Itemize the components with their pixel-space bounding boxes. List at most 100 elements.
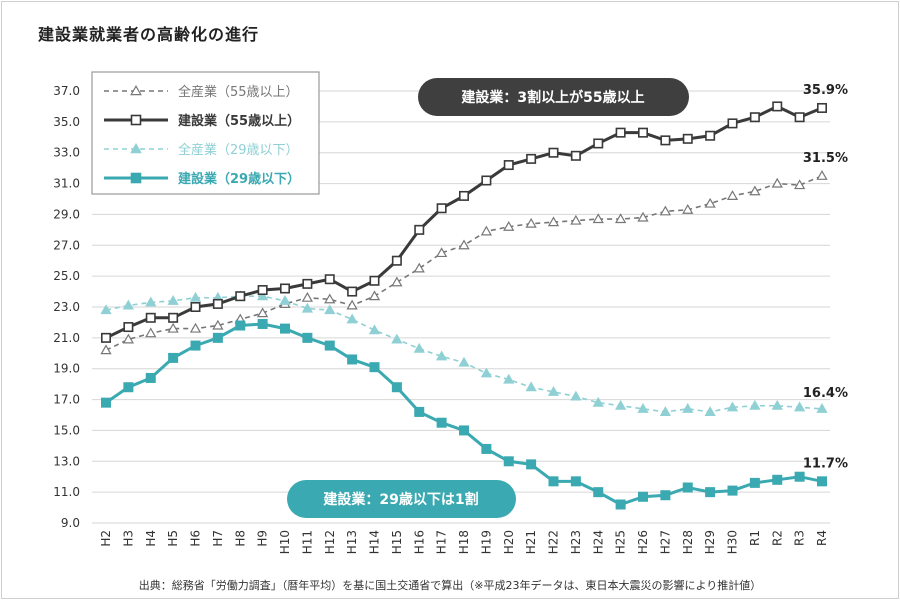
data-point <box>167 322 179 333</box>
data-point <box>749 112 760 123</box>
data-point <box>167 295 179 305</box>
data-point <box>458 425 469 436</box>
legend-marker <box>130 114 142 126</box>
data-point <box>682 482 693 493</box>
data-point <box>414 224 425 235</box>
x-tick-label: H24 <box>591 530 605 554</box>
x-tick-label: H27 <box>658 530 672 554</box>
x-tick-label: H30 <box>726 530 740 554</box>
y-tick-label: 27.0 <box>53 238 80 252</box>
data-point <box>391 382 402 393</box>
data-point <box>189 322 202 333</box>
data-point <box>772 474 783 485</box>
y-tick-label: 21.0 <box>53 331 80 345</box>
data-point <box>726 401 739 412</box>
data-point <box>794 471 805 482</box>
data-point <box>279 323 290 334</box>
data-point <box>369 275 380 286</box>
data-point <box>772 101 783 112</box>
data-point <box>481 443 492 454</box>
y-tick-label: 25.0 <box>53 269 80 283</box>
data-point <box>660 490 671 501</box>
x-axis-ticks: H2 H3 H4 H5 H6 H7 H8 H9 H10 H11 H12 H13 H14 H15 H16 H17… <box>99 530 829 554</box>
end-label: 11.7% <box>803 456 848 471</box>
x-tick-label: H4 <box>144 530 158 547</box>
x-tick-label: H26 <box>636 530 650 554</box>
data-point <box>570 214 582 225</box>
data-point <box>189 291 202 302</box>
x-tick-label: H6 <box>189 530 203 547</box>
data-point <box>771 177 783 188</box>
data-point <box>458 356 470 367</box>
end-label: 31.5% <box>803 151 848 166</box>
data-point <box>727 118 738 129</box>
data-point <box>435 247 448 258</box>
data-point <box>526 459 537 470</box>
legend-label: 建設業（55歳以上） <box>178 113 300 129</box>
data-point <box>637 127 648 138</box>
y-axis-ticks: 37.0 35.0 33.0 31.0 29.0 27.0 25.0 23.0 21.0 19.0… <box>53 84 80 530</box>
data-point <box>660 135 671 146</box>
data-point <box>324 304 336 315</box>
x-tick-label: R3 <box>793 530 807 546</box>
data-point <box>682 203 694 214</box>
data-point <box>592 396 604 407</box>
legend-label: 建設業（29歳以下） <box>178 171 300 187</box>
data-point <box>547 216 560 227</box>
data-point <box>704 406 716 416</box>
data-point <box>122 299 135 310</box>
data-point <box>168 352 179 363</box>
data-point <box>793 401 806 412</box>
x-tick-label: R2 <box>770 530 784 546</box>
chart-title: 建設業就業者の高齢化の進行 <box>38 25 260 44</box>
end-labels: 31.5% 35.9% 16.4% 11.7% <box>803 83 848 471</box>
series-2 <box>100 290 828 416</box>
data-point <box>435 350 448 361</box>
data-point <box>726 190 739 200</box>
callout-bottom-text: 建設業：29歳以下は1割 <box>323 491 478 508</box>
legend-item-0: 全産業（55歳以上） <box>104 84 299 100</box>
end-label: 35.9% <box>803 83 848 98</box>
data-point <box>235 291 246 302</box>
y-tick-label: 17.0 <box>53 393 80 407</box>
data-point <box>793 179 806 190</box>
x-tick-label: H7 <box>211 530 225 547</box>
data-point <box>615 499 626 510</box>
data-point <box>123 382 134 393</box>
series-line <box>105 295 823 413</box>
x-tick-label: H18 <box>457 530 471 554</box>
data-point <box>190 340 201 351</box>
data-point <box>458 190 469 201</box>
data-point <box>256 307 269 318</box>
y-tick-label: 37.0 <box>53 84 80 98</box>
data-point <box>503 220 515 231</box>
data-point <box>682 133 693 144</box>
x-tick-label: H22 <box>547 530 561 554</box>
data-point <box>749 477 760 488</box>
data-point <box>436 417 447 428</box>
data-point <box>570 476 581 487</box>
y-tick-label: 23.0 <box>53 300 80 314</box>
data-point <box>346 313 358 324</box>
data-point <box>481 175 492 186</box>
x-tick-label: H17 <box>435 530 449 554</box>
data-point <box>480 225 493 236</box>
data-point <box>212 298 223 309</box>
data-point <box>570 390 582 401</box>
legend-marker <box>130 84 142 96</box>
data-point <box>503 456 514 467</box>
data-point <box>413 342 425 353</box>
data-point <box>480 367 493 378</box>
x-tick-label: H10 <box>278 530 292 554</box>
data-point <box>100 304 112 315</box>
data-point <box>257 318 268 329</box>
data-point <box>503 373 515 384</box>
x-tick-label: R4 <box>815 530 829 546</box>
data-point <box>659 205 672 216</box>
data-point <box>547 386 560 396</box>
data-point <box>391 333 403 344</box>
data-point <box>391 255 402 266</box>
data-point <box>279 283 290 294</box>
callout-bottom: 建設業：29歳以下は1割 <box>287 480 516 518</box>
data-point <box>324 274 335 285</box>
